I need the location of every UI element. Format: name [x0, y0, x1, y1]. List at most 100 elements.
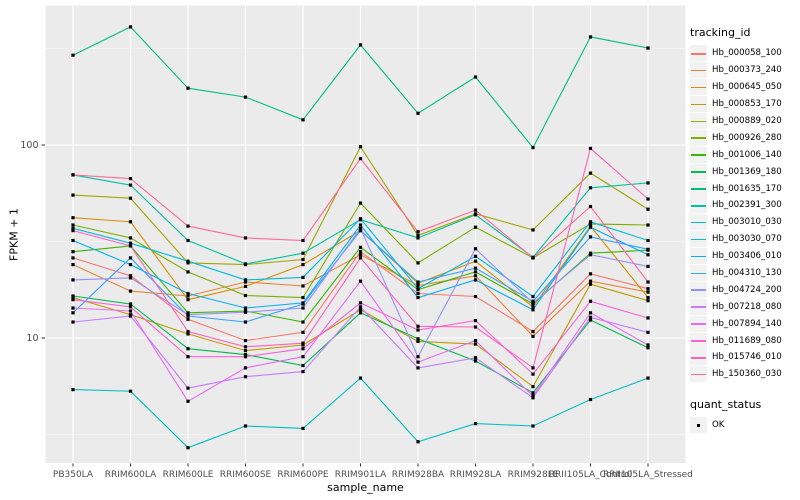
- data-point: [416, 355, 420, 359]
- data-point: [128, 196, 133, 200]
- legend-entry: Hb_001635_170: [690, 180, 800, 197]
- data-point: [588, 171, 593, 175]
- data-point: [531, 305, 535, 309]
- legend-entry-label: Hb_003030_070: [712, 234, 782, 245]
- data-point: [416, 111, 420, 115]
- square-point-icon: [697, 423, 701, 428]
- legend-entry-label: Hb_000058_100: [712, 48, 782, 59]
- data-point: [301, 369, 305, 374]
- data-point: [243, 236, 248, 240]
- data-point: [531, 299, 535, 303]
- data-point: [531, 329, 535, 334]
- legend-key: [690, 197, 707, 214]
- data-point: [646, 181, 650, 185]
- data-point: [416, 261, 420, 265]
- legend-key-line-icon: [691, 289, 706, 291]
- data-point: [186, 86, 190, 90]
- data-point: [128, 176, 133, 181]
- data-point: [243, 306, 248, 310]
- data-point: [416, 287, 420, 291]
- legend-entry: Hb_150360_030: [690, 366, 800, 383]
- data-point: [588, 186, 593, 190]
- legend-key-line-icon: [691, 69, 706, 72]
- x-tick-label: RRII105LA_Stressed: [603, 470, 693, 480]
- data-point: [646, 207, 650, 211]
- data-point: [186, 329, 190, 334]
- data-point: [301, 343, 305, 347]
- data-point: [646, 253, 650, 257]
- legend-entry: Hb_011689_080: [690, 332, 800, 349]
- data-point: [416, 291, 420, 296]
- data-point: [531, 366, 535, 370]
- data-point: [646, 299, 650, 303]
- legend-key: [690, 163, 707, 180]
- data-point: [473, 278, 478, 282]
- legend-entry-label: Hb_001006_140: [712, 149, 782, 160]
- data-point: [71, 238, 75, 243]
- legend-entry: Hb_004310_130: [690, 265, 800, 282]
- data-point: [301, 341, 305, 345]
- data-point: [588, 35, 593, 39]
- data-point: [186, 446, 190, 450]
- plot-panel: [45, 5, 686, 463]
- legend-key: [690, 79, 707, 96]
- legend-key-line-icon: [691, 154, 706, 156]
- data-point: [588, 397, 593, 402]
- data-point: [128, 263, 133, 267]
- legend-entry-label: Hb_002391_300: [712, 200, 782, 211]
- data-point: [358, 43, 363, 47]
- data-point: [71, 306, 75, 310]
- y-tick-label: 100: [20, 140, 38, 151]
- legend-key: [690, 113, 707, 129]
- data-point: [416, 360, 420, 364]
- x-tick-label: RRIM600LE: [163, 470, 214, 480]
- data-point: [416, 295, 420, 300]
- data-point: [243, 320, 248, 324]
- legend-key-line-icon: [691, 238, 706, 241]
- data-point: [473, 259, 478, 263]
- legend-entry: Hb_003010_030: [690, 214, 800, 231]
- legend-key: [690, 315, 707, 332]
- data-point: [243, 338, 248, 343]
- data-point: [71, 311, 75, 315]
- data-point: [128, 305, 133, 309]
- data-point: [473, 274, 478, 278]
- data-point: [416, 283, 420, 288]
- data-point: [301, 284, 305, 288]
- legend-entry: Hb_001006_140: [690, 146, 800, 163]
- data-point: [71, 256, 75, 260]
- data-point: [473, 208, 478, 212]
- data-point: [71, 263, 75, 267]
- data-point: [646, 346, 650, 350]
- data-point: [473, 342, 478, 346]
- legend-title: tracking_id: [690, 26, 751, 39]
- quant-status-legend: quant_status OK: [690, 398, 800, 434]
- data-point: [588, 279, 593, 283]
- data-point: [243, 375, 248, 379]
- data-point: [301, 257, 305, 262]
- data-point: [588, 272, 593, 276]
- data-point: [416, 339, 420, 344]
- y-tick-label: 10: [26, 333, 38, 344]
- data-point: [588, 235, 593, 239]
- legend-key: [690, 180, 707, 197]
- legend-entry: Hb_003030_070: [690, 231, 800, 248]
- data-point: [646, 287, 650, 291]
- data-point: [301, 320, 305, 324]
- data-point: [358, 253, 363, 257]
- data-point: [473, 254, 478, 258]
- x-tick-label: RRIM600PE: [277, 470, 329, 480]
- data-point: [71, 278, 75, 282]
- legend-entry: Hb_000373_240: [690, 62, 800, 79]
- data-point: [588, 318, 593, 322]
- legend-entry-label: Hb_001635_170: [712, 183, 782, 194]
- legend-key: [690, 146, 707, 163]
- data-point: [301, 263, 305, 267]
- data-point: [301, 302, 305, 306]
- data-point: [71, 388, 75, 392]
- data-point: [531, 294, 535, 299]
- data-point: [646, 238, 650, 243]
- data-point: [301, 295, 305, 300]
- data-point: [243, 293, 248, 298]
